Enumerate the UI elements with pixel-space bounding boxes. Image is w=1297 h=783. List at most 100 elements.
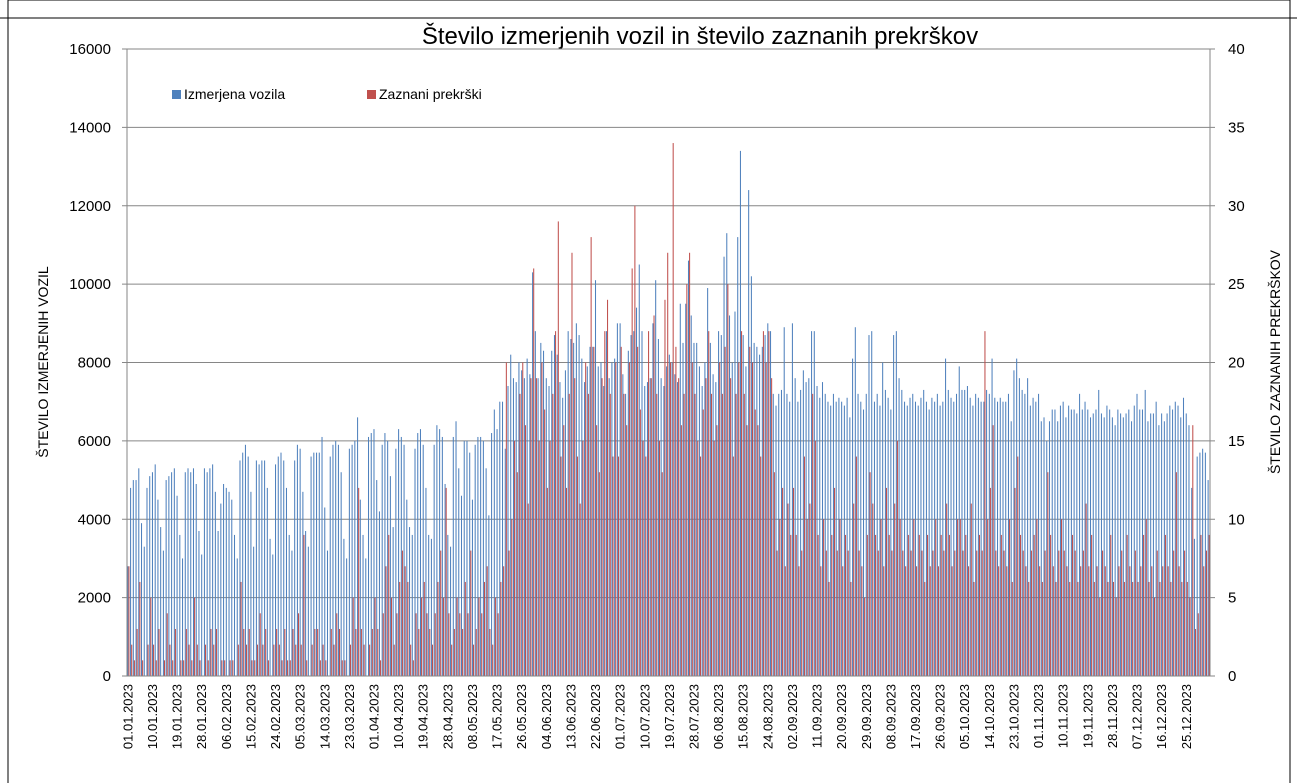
bar [155, 660, 157, 676]
bar [478, 597, 480, 676]
bar [344, 660, 346, 676]
bar [541, 362, 543, 676]
bar [199, 660, 201, 676]
bar [273, 644, 275, 676]
bar [1158, 425, 1160, 676]
bar [600, 362, 602, 676]
bar [340, 472, 342, 676]
bar [986, 389, 988, 676]
bar [995, 550, 997, 676]
bar [1143, 534, 1145, 676]
bar [834, 487, 836, 676]
bar [791, 323, 793, 676]
bar [1095, 409, 1097, 676]
bar [704, 362, 706, 676]
bar [492, 644, 494, 676]
bar [1038, 393, 1040, 676]
bar [571, 252, 573, 676]
bar [709, 342, 711, 676]
bar [821, 382, 824, 676]
x-tick-label: 06.02.2023 [219, 684, 234, 749]
bar [707, 288, 709, 676]
bar [759, 354, 761, 676]
bar [442, 597, 444, 676]
y-tick-label: 16000 [69, 41, 111, 58]
bar [667, 252, 669, 676]
bar [526, 358, 528, 676]
bar [500, 581, 502, 676]
bar [267, 660, 269, 676]
bar [1178, 566, 1180, 676]
bar [280, 452, 282, 676]
bar [203, 468, 205, 676]
bar [1114, 425, 1116, 676]
bar [935, 519, 937, 676]
bar [1100, 413, 1102, 676]
bar [281, 660, 283, 676]
bar [556, 354, 558, 676]
bar [823, 519, 825, 676]
bar [1115, 597, 1117, 676]
x-tick-label: 24.08.2023 [760, 684, 775, 749]
bar [191, 660, 193, 676]
bar [625, 393, 627, 676]
bar [376, 480, 378, 676]
bar [174, 628, 176, 676]
bar [459, 613, 461, 676]
bar [1092, 413, 1094, 676]
bar [1175, 472, 1177, 676]
bar [381, 444, 383, 676]
bar [544, 409, 546, 676]
bar [538, 440, 540, 676]
bar [1057, 421, 1059, 676]
bar [916, 566, 918, 676]
bar [255, 460, 257, 676]
bar [639, 409, 641, 676]
bar [458, 468, 460, 676]
bar [1066, 566, 1068, 676]
bar [1147, 421, 1149, 676]
bar [481, 613, 483, 676]
bar [904, 401, 906, 676]
bar [677, 382, 679, 676]
bar [512, 378, 514, 676]
bar [407, 581, 409, 676]
bar [885, 487, 888, 676]
bar [343, 538, 345, 676]
legend-label: Zaznani prekrški [379, 86, 482, 102]
bar [633, 331, 635, 676]
bar [1185, 413, 1187, 676]
bar [493, 409, 495, 676]
bar [195, 483, 197, 676]
bar [696, 342, 698, 676]
bar [634, 205, 636, 676]
bar [289, 660, 291, 676]
bar [1080, 566, 1082, 676]
x-tick-label: 25.12.2023 [1179, 684, 1194, 749]
bar [917, 405, 919, 676]
bar [954, 550, 956, 676]
bar [367, 436, 370, 676]
bar [1153, 597, 1156, 676]
bar [215, 628, 217, 676]
x-tick-label: 19.01.2023 [170, 684, 185, 749]
bar [507, 386, 509, 676]
y2-tick-label: 35 [1228, 119, 1245, 136]
bar [154, 464, 156, 676]
bar [746, 425, 748, 676]
bar [854, 327, 856, 676]
bar [669, 362, 671, 676]
bar [968, 566, 970, 676]
bar [204, 644, 207, 676]
bar [779, 519, 781, 676]
bar [436, 425, 438, 676]
bar [579, 503, 581, 676]
bar [300, 644, 302, 676]
bar [153, 644, 155, 676]
bar [232, 660, 234, 676]
bar [648, 331, 650, 676]
bar [1134, 550, 1136, 676]
bar [828, 581, 830, 676]
bar [1021, 389, 1023, 676]
bar [419, 429, 421, 676]
